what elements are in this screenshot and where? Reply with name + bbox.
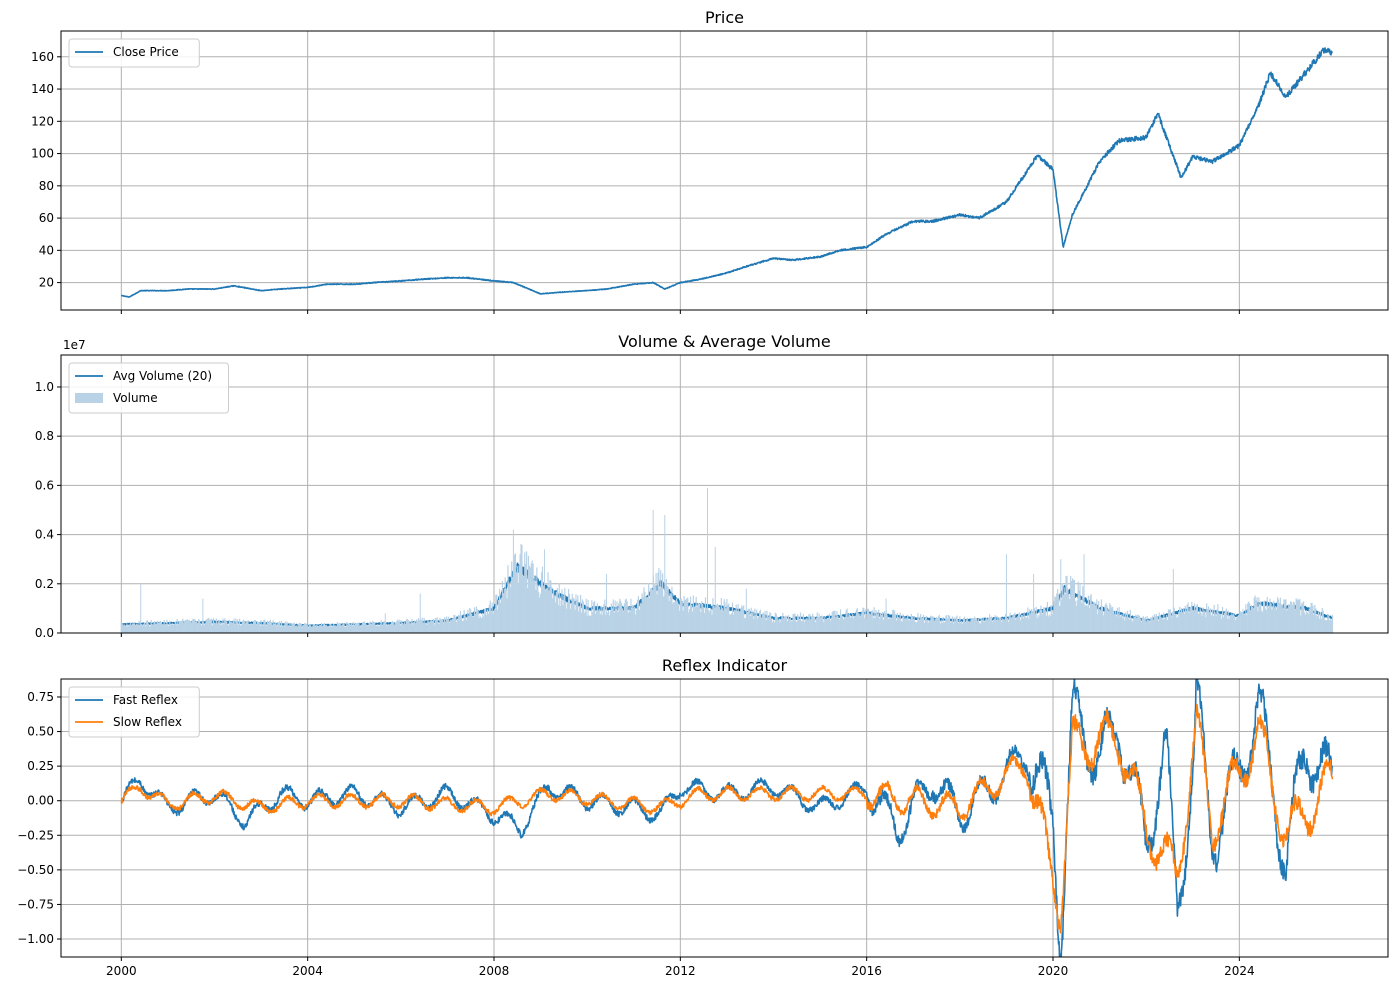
y-tick-label: 100 xyxy=(31,147,54,161)
x-tick-label: 2004 xyxy=(292,964,323,978)
y-tick-label: 80 xyxy=(39,179,54,193)
series-volume-bars xyxy=(120,487,1334,633)
series-line-fast-reflex xyxy=(120,679,1334,957)
panel-3: 2000 2004 2008 2012 2016 2020 2024 −1.00 −0.75 −0… xyxy=(17,656,1389,978)
plot-area xyxy=(120,47,1333,298)
y-tick-label: 0.8 xyxy=(35,429,54,443)
legend-label: Slow Reflex xyxy=(113,715,182,729)
panel-1: 20 40 60 80 100 120 140 160 Price Close Price xyxy=(31,8,1389,314)
y-tick-label: −0.50 xyxy=(17,863,54,877)
legend-label: Volume xyxy=(113,391,158,405)
y-tick-label: 20 xyxy=(39,276,54,290)
legend-swatch xyxy=(75,393,103,403)
y-tick-label: 0.25 xyxy=(27,759,54,773)
axes-frame xyxy=(60,30,1389,311)
y-tick-label: 1.0 xyxy=(35,380,54,394)
y-tick-label: 0.0 xyxy=(35,626,54,640)
y-tick-label: 160 xyxy=(31,50,54,64)
y-tick-label: 0.50 xyxy=(27,725,54,739)
y-tick-label: 60 xyxy=(39,211,54,225)
grid xyxy=(61,355,1388,634)
x-tick-label: 2000 xyxy=(106,964,137,978)
x-tick-label: 2016 xyxy=(851,964,882,978)
y-tick-label: 0.4 xyxy=(35,528,54,542)
series-line-slow-reflex xyxy=(120,703,1334,934)
legend-label: Fast Reflex xyxy=(113,693,178,707)
legend-box xyxy=(68,38,200,68)
plot-area xyxy=(120,679,1334,957)
y-tick-label: 120 xyxy=(31,114,54,128)
legend-box xyxy=(68,362,229,414)
y-tick-label: 140 xyxy=(31,82,54,96)
legend: Fast Reflex Slow Reflex xyxy=(68,686,200,738)
y-tick-label: 0.00 xyxy=(27,794,54,808)
legend: Close Price xyxy=(68,38,200,68)
x-tick-label: 2012 xyxy=(665,964,696,978)
panel-2: 0.0 0.2 0.4 0.6 0.8 1.0 Volume & Average Volum… xyxy=(35,332,1389,640)
y-offset-text: 1e7 xyxy=(63,338,86,352)
y-tick-label: 0.75 xyxy=(27,690,54,704)
grid xyxy=(61,31,1388,310)
y-tick-label: 0.6 xyxy=(35,478,54,492)
plot-area xyxy=(120,487,1334,633)
chart-title: Volume & Average Volume xyxy=(618,332,830,351)
y-tick-label: 40 xyxy=(39,243,54,257)
series-line-close-price xyxy=(120,47,1333,298)
legend: Avg Volume (20) Volume xyxy=(68,362,229,414)
y-tick-label: −0.25 xyxy=(17,828,54,842)
legend-label: Close Price xyxy=(113,45,179,59)
y-tick-label: −1.00 xyxy=(17,932,54,946)
y-tick-label: 0.2 xyxy=(35,577,54,591)
chart-title: Price xyxy=(705,8,744,27)
x-tick-label: 2024 xyxy=(1224,964,1255,978)
x-tick-label: 2008 xyxy=(479,964,510,978)
chart-title: Reflex Indicator xyxy=(662,656,788,675)
y-tick-label: −0.75 xyxy=(17,897,54,911)
axes-frame xyxy=(60,354,1389,634)
legend-label: Avg Volume (20) xyxy=(113,369,212,383)
x-tick-label: 2020 xyxy=(1038,964,1069,978)
axes-frame xyxy=(60,678,1389,958)
